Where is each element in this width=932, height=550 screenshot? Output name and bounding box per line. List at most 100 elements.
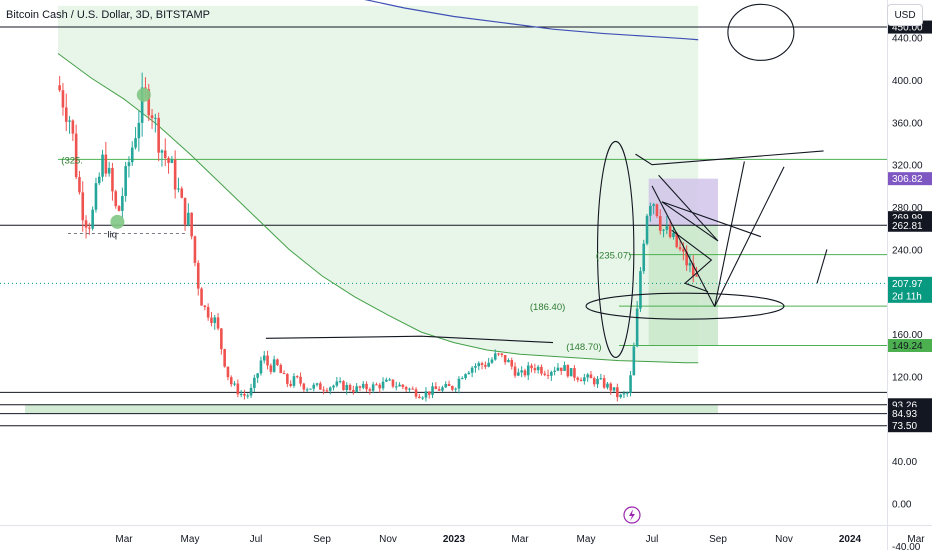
candle-body bbox=[180, 188, 184, 198]
y-tick-label-1: 400.00 bbox=[892, 76, 923, 87]
candle-body bbox=[592, 378, 596, 385]
candle-body bbox=[559, 367, 563, 371]
candle-body bbox=[358, 386, 362, 388]
candle-body bbox=[74, 133, 78, 178]
candle-body bbox=[127, 162, 131, 167]
candle-body bbox=[606, 383, 609, 388]
candle-body bbox=[137, 122, 141, 139]
price-label-text: 207.97 bbox=[892, 279, 923, 290]
drawing-line-3 bbox=[635, 150, 824, 166]
candle-body bbox=[94, 183, 98, 210]
y-tick-label-3: 320.00 bbox=[892, 161, 923, 172]
candle-body bbox=[503, 354, 507, 363]
price-label-1: 306.82 bbox=[888, 172, 932, 186]
candle-body bbox=[170, 159, 174, 163]
drawing-line-9 bbox=[816, 249, 828, 284]
candle-body bbox=[150, 115, 154, 119]
x-tick-label-7: May bbox=[577, 534, 596, 545]
candle-body bbox=[652, 204, 655, 206]
marker-circle-0 bbox=[136, 87, 151, 102]
candle-body bbox=[404, 386, 408, 390]
candle-body bbox=[500, 353, 504, 355]
candle-body bbox=[540, 366, 543, 374]
candle-body bbox=[556, 367, 560, 371]
candle-body bbox=[375, 384, 378, 386]
y-tick-label-11: 0.00 bbox=[892, 500, 912, 511]
candle-body bbox=[639, 271, 642, 309]
candle-body bbox=[517, 372, 520, 376]
price-label-3: 262.81 bbox=[888, 218, 932, 232]
candle-body bbox=[513, 366, 517, 376]
drawing-line-6 bbox=[714, 161, 745, 307]
candle-body bbox=[84, 220, 88, 228]
x-tick-label-2: Jul bbox=[250, 534, 263, 545]
support-band bbox=[25, 404, 718, 414]
candle-body bbox=[685, 251, 688, 266]
moving-average-line bbox=[57, 53, 699, 364]
drawing-ellipse-1 bbox=[596, 140, 635, 358]
x-tick-label-4: Nov bbox=[379, 534, 397, 545]
candle-body bbox=[173, 159, 177, 190]
candle-body bbox=[454, 388, 457, 390]
candle-body bbox=[398, 384, 401, 387]
y-tick-label-0: 440.00 bbox=[892, 34, 923, 45]
candle-body bbox=[378, 384, 382, 389]
candle-body bbox=[649, 205, 652, 216]
price-label-bg bbox=[888, 407, 932, 421]
trend-fill-region bbox=[58, 5, 699, 363]
candle-body bbox=[117, 206, 121, 211]
candle-body bbox=[695, 275, 698, 277]
y-tick-label-12: -40.00 bbox=[892, 542, 921, 550]
price-label-text: 262.81 bbox=[892, 221, 923, 232]
annotation-label-0: (325. bbox=[61, 155, 83, 166]
candle-body bbox=[451, 386, 454, 390]
candle-body bbox=[196, 262, 200, 289]
y-tick-label-5: 240.00 bbox=[892, 245, 923, 256]
currency-button[interactable]: USD bbox=[887, 4, 923, 26]
price-label-text: 84.93 bbox=[892, 409, 917, 420]
price-label-text: 306.82 bbox=[892, 174, 923, 185]
candle-body bbox=[566, 365, 570, 377]
drawing-ellipse-2 bbox=[585, 292, 785, 320]
candle-body bbox=[319, 383, 322, 390]
candle-body bbox=[599, 378, 603, 380]
candle-body bbox=[414, 389, 418, 397]
candle-body bbox=[642, 243, 646, 272]
candle-body bbox=[632, 346, 636, 376]
lightning-icon-bolt bbox=[629, 509, 635, 521]
drawing-line-7 bbox=[714, 166, 785, 307]
chart-title: Bitcoin Cash / U.S. Dollar, 3D, BITSTAMP bbox=[6, 9, 210, 21]
annotation-label-2: (235.07) bbox=[596, 251, 631, 262]
candle-body bbox=[305, 389, 309, 391]
candle-body bbox=[121, 195, 124, 211]
candle-body bbox=[411, 388, 415, 390]
candle-body bbox=[262, 355, 266, 361]
candle-body bbox=[474, 366, 477, 368]
candle-body bbox=[88, 227, 91, 229]
candle-body bbox=[668, 226, 672, 238]
candle-body bbox=[140, 87, 144, 123]
candle-body bbox=[460, 378, 464, 380]
candle-body bbox=[645, 215, 649, 244]
candle-body bbox=[58, 85, 61, 91]
x-tick-label-5: 2023 bbox=[443, 534, 466, 545]
price-label-bg bbox=[888, 172, 932, 186]
price-label-5: 149.24 bbox=[888, 339, 932, 353]
candle-body bbox=[342, 381, 345, 391]
candle-body bbox=[619, 394, 622, 398]
candle-body bbox=[272, 359, 276, 372]
candle-body bbox=[368, 389, 372, 391]
x-tick-label-6: Mar bbox=[511, 534, 529, 545]
candle-body bbox=[662, 229, 665, 231]
candle-body bbox=[256, 373, 259, 378]
candle-body bbox=[203, 305, 207, 308]
candle-body bbox=[477, 363, 481, 367]
candle-body bbox=[114, 191, 118, 207]
candle-body bbox=[622, 393, 626, 395]
candle-body bbox=[484, 364, 487, 367]
annotation-label-1: liq bbox=[108, 230, 118, 241]
candle-body bbox=[573, 368, 576, 378]
candle-body bbox=[332, 385, 335, 388]
